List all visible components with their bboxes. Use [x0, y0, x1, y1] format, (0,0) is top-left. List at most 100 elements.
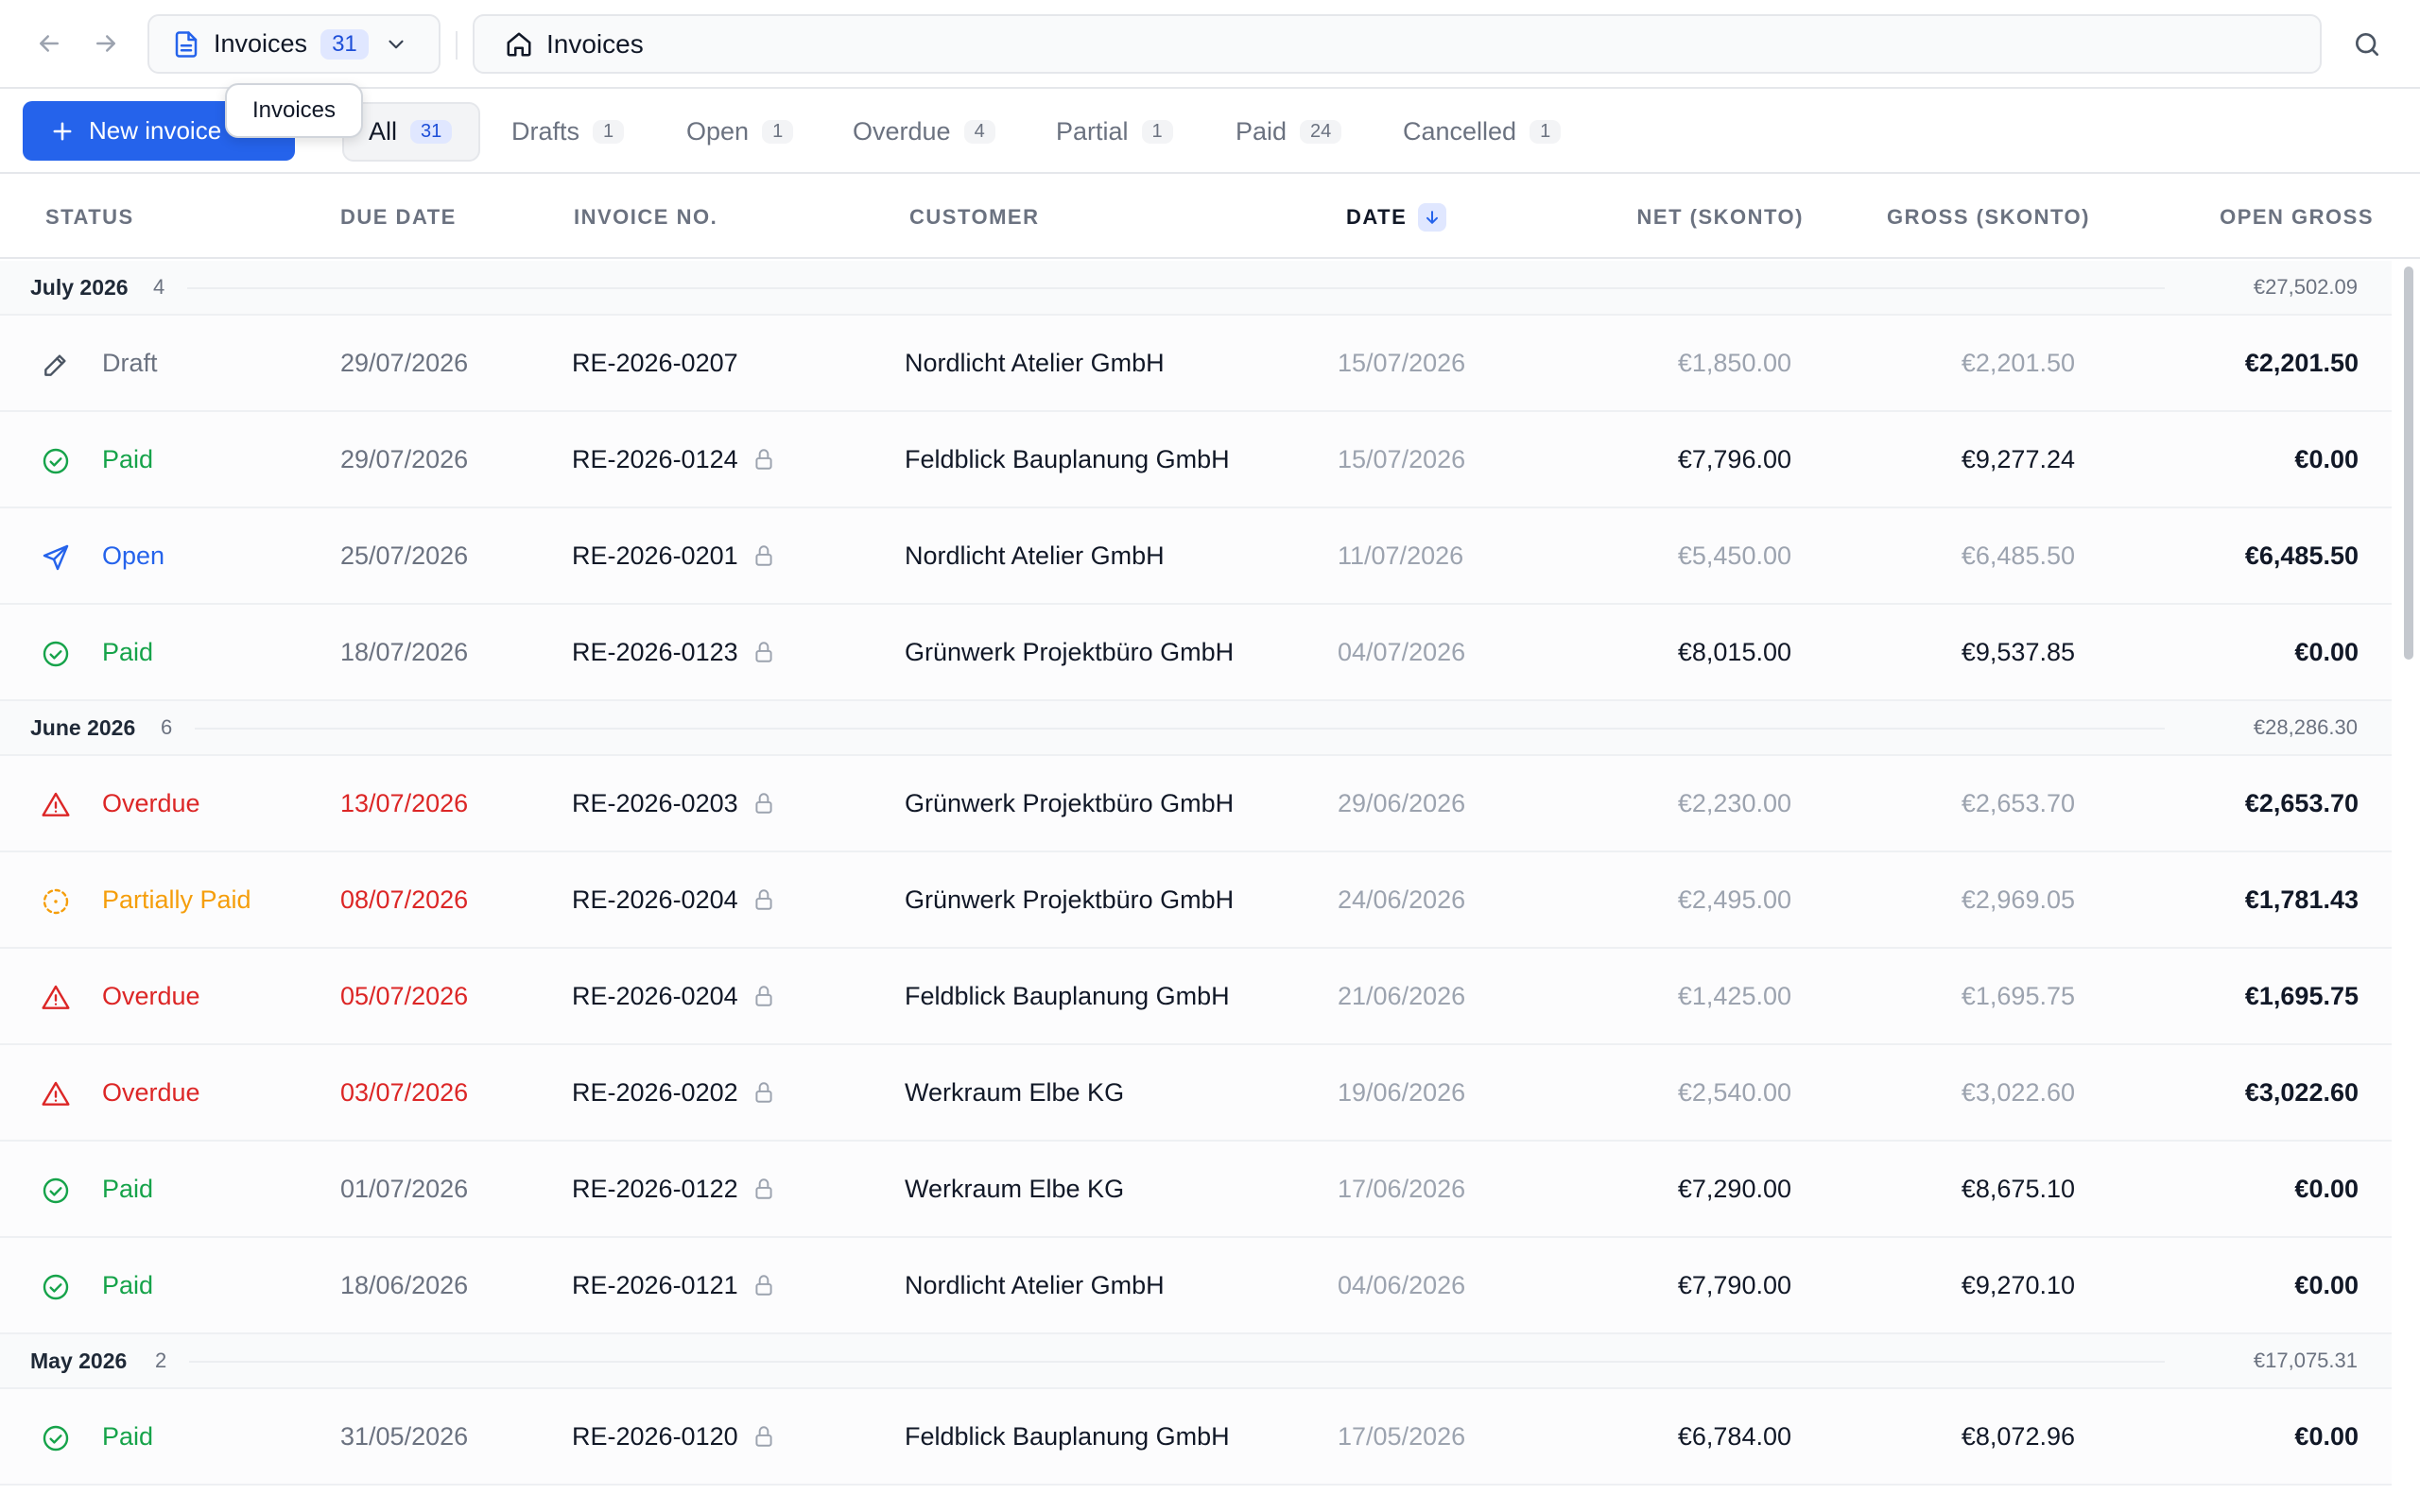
gross-amount: €8,072.96 [1961, 1421, 2075, 1451]
tab-all[interactable]: All 31 [342, 102, 480, 162]
invoice-number-text: RE-2026-0121 [572, 1270, 738, 1299]
location-label: Invoices [546, 28, 644, 59]
customer-name: Grünwerk Projektbüro GmbH [905, 885, 1235, 914]
lock-icon [755, 1426, 772, 1447]
table-row[interactable]: Overdue 03/07/2026 RE-2026-0202 Werkraum… [0, 1045, 2392, 1142]
tab-paid[interactable]: Paid 24 [1236, 102, 1342, 162]
due-date: 05/07/2026 [340, 981, 469, 1010]
table-row[interactable]: Partially Paid 08/07/2026 RE-2026-0204 G… [0, 852, 2392, 949]
net-amount: €5,450.00 [1677, 541, 1791, 570]
divider [456, 31, 458, 60]
tab-label: Partial [1056, 117, 1129, 146]
table-row[interactable]: Overdue 05/07/2026 RE-2026-0204 Feldblic… [0, 949, 2392, 1045]
arrow-down-icon [1426, 211, 1439, 224]
invoice-number-text: RE-2026-0207 [572, 348, 738, 377]
invoice-number: RE-2026-0121 [572, 1238, 776, 1332]
tab-overdue[interactable]: Overdue 4 [853, 102, 995, 162]
due-date: 18/06/2026 [340, 1270, 469, 1299]
tab-partial[interactable]: Partial 1 [1056, 102, 1173, 162]
table-row[interactable]: Paid 18/07/2026 RE-2026-0123 Grünwerk Pr… [0, 605, 2392, 701]
back-button[interactable] [32, 26, 66, 60]
invoice-date: 21/06/2026 [1338, 981, 1466, 1010]
column-date[interactable]: DATE [1346, 176, 1447, 259]
invoice-number-text: RE-2026-0124 [572, 444, 738, 473]
scrollbar-thumb[interactable] [2404, 266, 2413, 660]
invoice-number: RE-2026-0204 [572, 949, 776, 1043]
due-date: 18/07/2026 [340, 637, 469, 666]
invoice-date: 19/06/2026 [1338, 1077, 1466, 1107]
location-bar[interactable]: Invoices [473, 14, 2322, 74]
lock-icon [755, 545, 772, 566]
arrow-left-icon [40, 35, 59, 52]
group-header[interactable]: May 2026 2 €17,075.31 [0, 1334, 2392, 1389]
due-date: 01/07/2026 [340, 1174, 469, 1203]
table-row[interactable]: Open 25/07/2026 RE-2026-0201 Nordlicht A… [0, 508, 2392, 605]
gross-amount: €2,653.70 [1961, 788, 2075, 817]
column-due-date[interactable]: DUE DATE [340, 205, 457, 229]
view-switcher-count: 31 [320, 28, 369, 60]
tab-label: All [369, 117, 398, 146]
customer-name: Werkraum Elbe KG [905, 1174, 1125, 1203]
tab-cancelled[interactable]: Cancelled 1 [1403, 102, 1562, 162]
tab-count: 1 [1530, 120, 1562, 144]
status-text: Paid [102, 1174, 154, 1203]
customer-name: Nordlicht Atelier GmbH [905, 348, 1165, 377]
new-invoice-button[interactable]: New invoice [23, 101, 295, 161]
search-button[interactable] [2348, 26, 2386, 63]
table-row[interactable]: Paid 29/07/2026 RE-2026-0124 Feldblick B… [0, 412, 2392, 508]
gross-amount: €2,201.50 [1961, 348, 2075, 377]
group-header[interactable]: June 2026 6 €28,286.30 [0, 701, 2392, 756]
group-divider [195, 728, 2165, 730]
group-name: July 2026 [30, 274, 129, 300]
sort-indicator[interactable] [1418, 203, 1447, 232]
status-text: Paid [102, 444, 154, 473]
status-text: Overdue [102, 981, 200, 1010]
table-row[interactable]: Paid 01/07/2026 RE-2026-0122 Werkraum El… [0, 1142, 2392, 1238]
invoice-date: 04/07/2026 [1338, 637, 1466, 666]
home-icon [507, 32, 531, 56]
open-gross-amount: €2,201.50 [2244, 348, 2359, 377]
tab-count: 1 [1141, 120, 1173, 144]
forward-button[interactable] [89, 26, 123, 60]
group-header[interactable]: July 2026 4 €27,502.09 [0, 261, 2392, 316]
open-gross-amount: €2,653.70 [2244, 788, 2359, 817]
plus-icon [53, 122, 72, 140]
tab-count: 31 [410, 120, 453, 144]
status-text: Paid [102, 637, 154, 666]
tab-open[interactable]: Open 1 [686, 102, 794, 162]
due-date: 31/05/2026 [340, 1421, 469, 1451]
table-row[interactable]: Paid 18/06/2026 RE-2026-0121 Nordlicht A… [0, 1238, 2392, 1334]
column-status[interactable]: STATUS [45, 205, 134, 229]
invoice-number: RE-2026-0123 [572, 605, 776, 699]
warning-icon [42, 1081, 70, 1106]
search-icon [2356, 33, 2378, 56]
column-net[interactable]: NET (SKONTO) [1636, 205, 1804, 229]
column-open-gross[interactable]: OPEN GROSS [2220, 205, 2374, 229]
net-amount: €8,015.00 [1677, 637, 1791, 666]
gross-amount: €9,270.10 [1961, 1270, 2075, 1299]
lock-icon [755, 449, 772, 470]
customer-name: Feldblick Bauplanung GmbH [905, 981, 1230, 1010]
invoice-number: RE-2026-0122 [572, 1142, 776, 1236]
column-invoice-no[interactable]: INVOICE NO. [574, 205, 718, 229]
gross-amount: €9,277.24 [1961, 444, 2075, 473]
column-gross[interactable]: GROSS (SKONTO) [1887, 205, 2090, 229]
gross-amount: €1,695.75 [1961, 981, 2075, 1010]
table-row[interactable]: Overdue 13/07/2026 RE-2026-0203 Grünwerk… [0, 756, 2392, 852]
table-row[interactable]: Draft 29/07/2026 RE-2026-0207 Nordlicht … [0, 316, 2392, 412]
invoice-date: 17/06/2026 [1338, 1174, 1466, 1203]
tab-drafts[interactable]: Drafts 1 [511, 102, 625, 162]
group-divider [187, 287, 2165, 289]
invoice-number: RE-2026-0202 [572, 1045, 776, 1140]
column-customer[interactable]: CUSTOMER [909, 205, 1040, 229]
group-count: 2 [155, 1349, 167, 1372]
due-date: 29/07/2026 [340, 444, 469, 473]
group-total: €28,286.30 [2253, 715, 2358, 739]
invoice-number: RE-2026-0207 [572, 316, 738, 410]
customer-name: Grünwerk Projektbüro GmbH [905, 788, 1235, 817]
table-row[interactable]: Paid 31/05/2026 RE-2026-0120 Feldblick B… [0, 1389, 2392, 1486]
invoice-number-text: RE-2026-0123 [572, 637, 738, 666]
open-gross-amount: €0.00 [2294, 1270, 2359, 1299]
customer-name: Grünwerk Projektbüro GmbH [905, 637, 1235, 666]
invoices-view-switcher[interactable]: Invoices 31 [147, 14, 441, 74]
